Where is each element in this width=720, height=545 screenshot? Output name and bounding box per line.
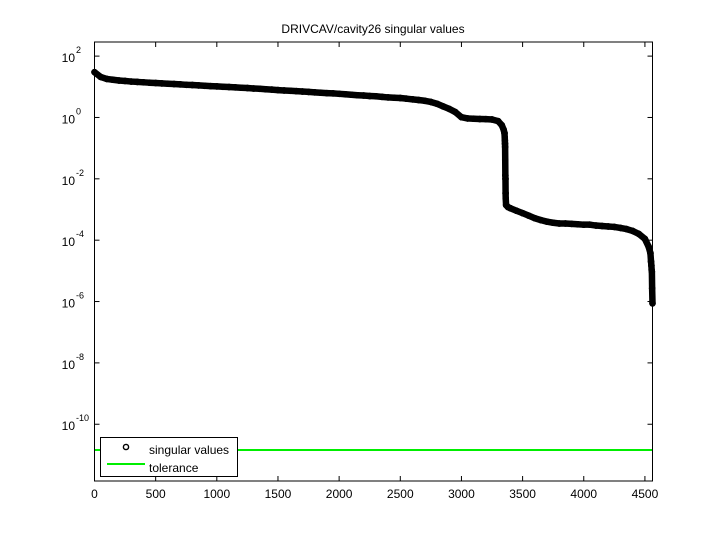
y-tick-exponent: 2	[76, 45, 81, 55]
x-tick-label: 1000	[203, 487, 230, 501]
x-tick-label: 500	[146, 487, 166, 501]
plot-frame	[95, 42, 653, 481]
y-tick-label: 10	[62, 419, 76, 433]
legend-label-tolerance: tolerance	[149, 461, 199, 475]
y-tick-label: 10	[62, 235, 76, 249]
y-tick-exponent: -2	[76, 168, 84, 178]
y-tick-label: 10	[62, 174, 76, 188]
x-tick-label: 3500	[509, 487, 536, 501]
chart-title: DRIVCAV/cavity26 singular values	[281, 22, 464, 36]
x-tick-label: 4500	[632, 487, 659, 501]
y-tick-exponent: -6	[76, 291, 84, 301]
y-tick-label: 10	[62, 358, 76, 372]
x-tick-label: 2000	[326, 487, 353, 501]
x-tick-label: 1500	[265, 487, 292, 501]
y-tick-exponent: -8	[76, 352, 84, 362]
x-tick-label: 3000	[448, 487, 475, 501]
y-tick-label: 10	[62, 112, 76, 126]
x-tick-label: 0	[91, 487, 98, 501]
y-tick-label: 10	[62, 51, 76, 65]
x-tick-label: 2500	[387, 487, 414, 501]
x-tick-label: 4000	[570, 487, 597, 501]
y-tick-label: 10	[62, 297, 76, 311]
y-tick-exponent: -10	[76, 413, 89, 423]
legend-label-singular-values: singular values	[149, 443, 229, 457]
legend: singular values tolerance	[101, 438, 238, 477]
y-tick-exponent: -4	[76, 229, 84, 239]
y-tick-exponent: 0	[76, 106, 81, 116]
